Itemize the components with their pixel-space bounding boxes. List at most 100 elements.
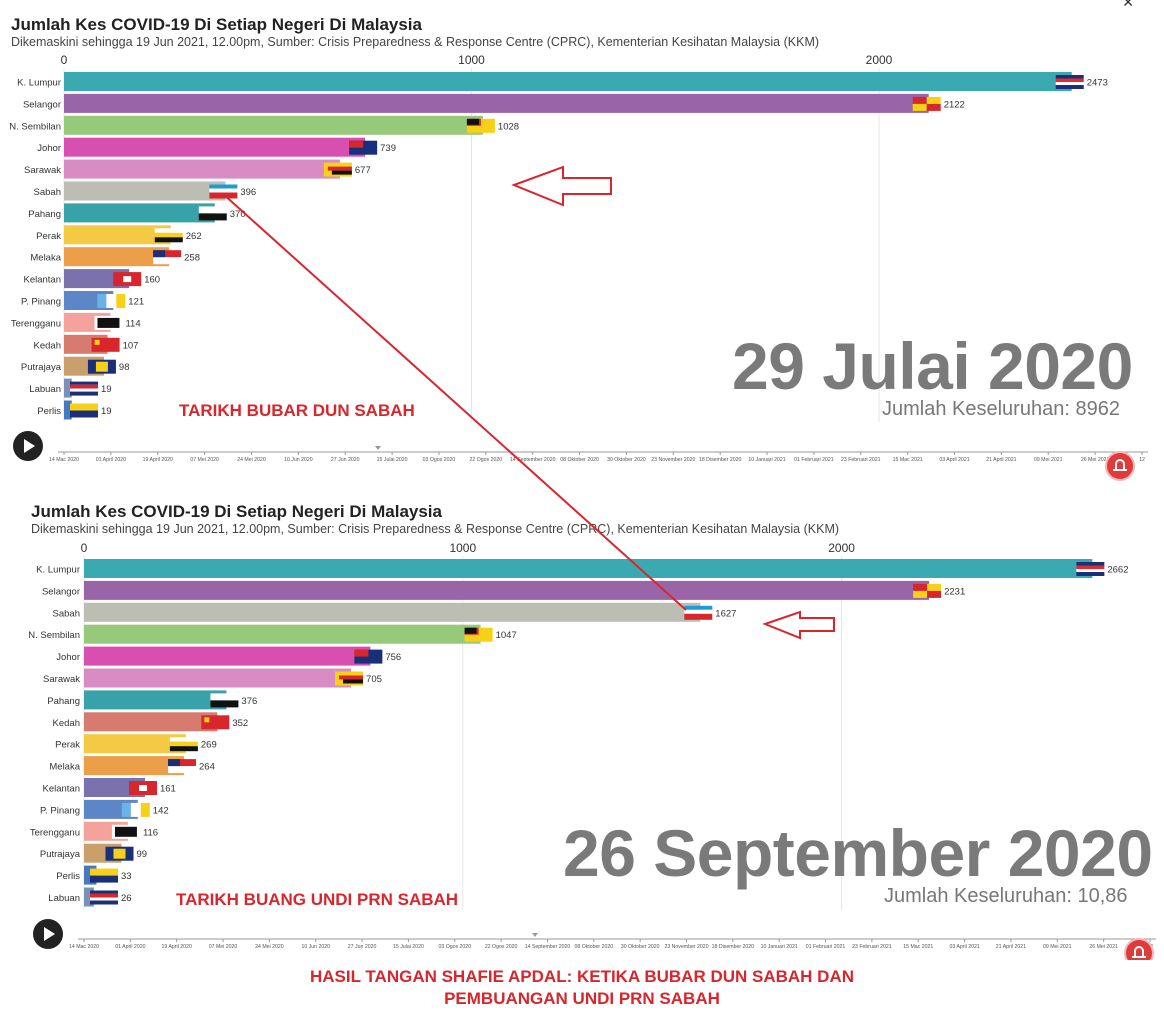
notification-bell-icon[interactable] <box>1107 453 1133 479</box>
state-flag-icon <box>153 250 182 265</box>
data-label: 2231 <box>944 586 965 597</box>
data-label: 370 <box>230 209 246 220</box>
state-flag-icon <box>198 206 227 221</box>
category-label: Labuan <box>29 384 61 395</box>
timeline-label: 15 Mac 2021 <box>903 944 933 950</box>
x-tick-label: 0 <box>81 541 88 555</box>
chart-title: Jumlah Kes COVID-19 Di Setiap Negeri Di … <box>11 15 422 34</box>
total-cases: Jumlah Keseluruhan: 8962 <box>882 398 1120 420</box>
timeline-label: 10 Jun 2020 <box>284 457 313 463</box>
data-label: 160 <box>144 275 160 286</box>
category-label: Kedah <box>53 718 80 729</box>
category-label: P. Pinang <box>21 297 61 308</box>
state-flag-icon <box>168 759 197 774</box>
timeline-label: 09 Mei 2021 <box>1043 944 1072 950</box>
state-flag-icon <box>335 671 364 686</box>
category-label: Kedah <box>34 340 61 351</box>
state-flag-icon <box>91 337 120 352</box>
data-label: 2122 <box>944 99 965 110</box>
timeline-label: 24 Mei 2020 <box>237 457 266 463</box>
notification-bell-icon[interactable] <box>1126 940 1152 960</box>
play-button[interactable] <box>13 431 43 461</box>
timeline-label: 19 April 2020 <box>143 457 173 463</box>
annotation-dissolution: TARIKH BUBAR DUN SABAH <box>179 401 415 420</box>
bar <box>64 203 215 223</box>
timeline-slider[interactable]: 14 Mac 2020 01 April 2020 19 April 2020 07 … <box>49 446 1148 463</box>
state-flag-icon <box>912 96 941 111</box>
state-flag-icon <box>87 359 116 374</box>
x-tick-label: 2000 <box>866 53 893 67</box>
chart-date: 29 Julai 2020 <box>732 329 1133 403</box>
close-icon[interactable]: ✕ <box>1122 0 1134 10</box>
state-flag-icon <box>90 868 118 883</box>
data-label: 98 <box>119 362 130 373</box>
bar <box>84 668 352 688</box>
state-flag-icon <box>169 737 198 752</box>
category-label: Johor <box>56 652 80 663</box>
timeline-label: 12 <box>1139 457 1145 463</box>
x-tick-label: 2000 <box>828 541 855 555</box>
timeline-slider[interactable]: 14 Mac 2020 01 April 2020 19 April 2020 07 … <box>69 933 1156 950</box>
timeline-label: 03 Ogos 2020 <box>423 457 456 463</box>
bar <box>64 159 340 179</box>
category-label: Putrajaya <box>40 849 81 860</box>
play-button[interactable] <box>33 919 63 949</box>
bar <box>84 712 218 732</box>
data-label: 705 <box>366 674 382 685</box>
state-flag-icon <box>111 824 140 839</box>
x-tick-label: 0 <box>61 53 68 67</box>
category-label: Perlis <box>56 871 80 882</box>
state-flag-icon <box>105 846 134 861</box>
data-label: 258 <box>184 253 200 264</box>
data-label: 262 <box>186 231 202 242</box>
timeline-label: 26 Mei 2021 <box>1089 944 1118 950</box>
timeline-label: 23 Februari 2021 <box>852 944 892 950</box>
data-label: 114 <box>125 318 140 329</box>
chart-plot: 0 1000 2000 K. Lumpur 2662 Selangor 2231 Sabah 1… <box>28 541 1156 950</box>
bar <box>84 756 185 776</box>
data-label: 121 <box>128 297 144 308</box>
state-flag-icon <box>128 781 157 795</box>
data-label: 756 <box>385 652 401 663</box>
timeline-label: 19 April 2020 <box>162 944 192 950</box>
bar <box>64 93 929 113</box>
category-label: Sarawak <box>24 165 61 176</box>
state-flag-icon <box>464 627 493 642</box>
bar <box>64 378 72 398</box>
category-label: Melaka <box>30 253 61 264</box>
timeline-label: 03 April 2021 <box>939 457 969 463</box>
category-label: Kelantan <box>42 784 80 795</box>
data-label: 99 <box>137 849 148 860</box>
data-label: 33 <box>121 871 132 882</box>
timeline-label: 15 Julai 2020 <box>393 944 424 950</box>
category-label: Johor <box>37 143 61 154</box>
state-flag-icon <box>201 715 230 730</box>
timeline-label: 30 Oktober 2020 <box>621 944 660 950</box>
bar <box>64 137 366 157</box>
category-label: Selangor <box>23 99 61 110</box>
x-tick-label: 1000 <box>449 541 476 555</box>
timeline-handle <box>532 933 538 937</box>
timeline-label: 15 Julai 2020 <box>377 457 408 463</box>
bar <box>64 269 130 289</box>
category-label: Perlis <box>37 406 61 417</box>
state-flag-icon <box>209 184 238 199</box>
bar-chart-july: 0 1000 2000 K. Lumpur 2473 Selangor 2122 N. Sem… <box>9 53 1148 463</box>
bar <box>84 887 94 907</box>
chart-panel-july: Jumlah Kes COVID-19 Di Setiap Negeri Di … <box>0 0 1164 490</box>
state-flag-icon <box>113 272 142 287</box>
category-label: Sabah <box>53 608 80 619</box>
timeline-label: 14 Mac 2020 <box>69 944 99 950</box>
timeline-label: 23 November 2020 <box>664 944 708 950</box>
state-flag-icon <box>466 118 495 133</box>
timeline-label: 24 Mei 2020 <box>255 944 284 950</box>
bar <box>84 624 481 644</box>
category-label: Melaka <box>49 762 80 773</box>
timeline-label: 07 Mei 2020 <box>209 944 238 950</box>
category-label: Terengganu <box>30 827 80 838</box>
category-label: Pahang <box>28 209 61 220</box>
state-flag-icon <box>154 228 183 243</box>
bar <box>64 225 171 245</box>
category-label: P. Pinang <box>40 805 80 816</box>
category-label: K. Lumpur <box>36 565 80 576</box>
